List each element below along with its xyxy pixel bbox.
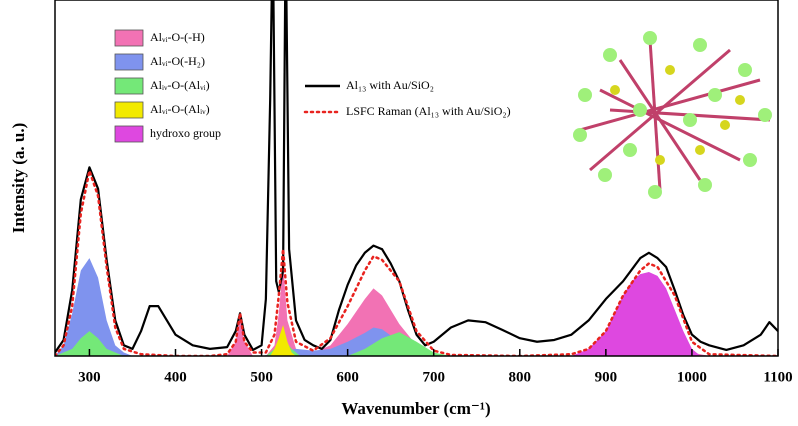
legend-label: hydroxo group	[150, 126, 221, 140]
x-axis-title: Wavenumber (cm⁻¹)	[341, 399, 490, 418]
x-tick-label: 1000	[677, 369, 707, 385]
y-axis-title: Intensity (a. u.)	[9, 123, 28, 234]
x-tick-label: 900	[595, 369, 618, 385]
x-tick-label: 300	[78, 369, 101, 385]
x-tick-label: 700	[422, 369, 445, 385]
legend-label: Alᵥᵢ-O-(Alᵢᵥ)	[150, 102, 210, 116]
legend-swatch	[115, 78, 143, 94]
x-tick-label: 1100	[763, 369, 792, 385]
legend-label: Alᵥᵢ-O-(-H)	[150, 30, 205, 44]
legend-swatch	[115, 102, 143, 118]
x-tick-label: 400	[164, 369, 187, 385]
legend-swatch	[115, 126, 143, 142]
legend-label: LSFC Raman (Al₁₃ with Au/SiO₂)	[346, 104, 511, 118]
legend-label: Alᵥᵢ-O(-H₂)	[150, 54, 205, 68]
x-tick-label: 500	[250, 369, 273, 385]
x-tick-label: 600	[336, 369, 359, 385]
x-tick-label: 800	[509, 369, 532, 385]
legend-label: Al₁₃ with Au/SiO₂	[346, 78, 434, 92]
legend-swatch	[115, 30, 143, 46]
legend-swatch	[115, 54, 143, 70]
molecule-illustration	[573, 31, 772, 199]
area	[571, 272, 700, 356]
chart: Wavenumber (cm⁻¹) Intensity (a. u.) 300 4…	[0, 0, 798, 426]
legend-label: Alᵢᵥ-O-(Alᵥᵢ)	[150, 78, 210, 92]
